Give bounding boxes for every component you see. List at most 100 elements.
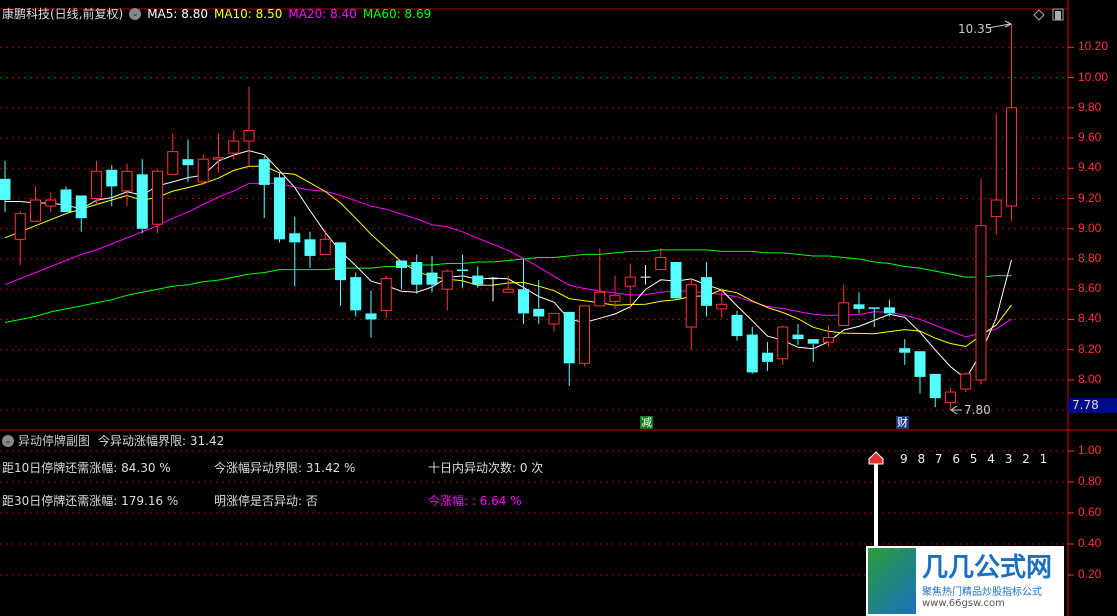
candle-body — [380, 278, 392, 311]
low-price-label: 7.80 — [964, 403, 991, 417]
logo-slogan: 聚焦热门精品炒股指标公式 — [922, 587, 1042, 598]
window-icon[interactable] — [1052, 8, 1064, 21]
candle — [929, 373, 941, 408]
candle — [182, 139, 194, 182]
row1-b: 今涨幅异动界限: 31.42 % — [214, 461, 356, 475]
candle — [426, 255, 438, 293]
candle — [274, 172, 285, 243]
candle-body — [228, 140, 240, 154]
candle-body — [716, 303, 728, 310]
candle — [30, 186, 41, 222]
low-annotation-arrow — [950, 405, 962, 415]
candle-body — [975, 225, 987, 381]
candle — [14, 210, 26, 266]
candle — [136, 159, 148, 234]
candle — [960, 372, 972, 393]
diamond-icon[interactable] — [1033, 9, 1045, 21]
candle — [975, 178, 987, 385]
candle — [258, 156, 270, 219]
candle — [91, 160, 102, 205]
candle — [899, 339, 911, 365]
candle-body — [319, 238, 331, 255]
candle — [167, 133, 179, 175]
candle — [45, 192, 57, 213]
y-tick-label: 9.20 — [1078, 190, 1102, 205]
high-price-label: 10.35 — [958, 22, 993, 36]
candle-body — [838, 302, 850, 327]
candle — [243, 86, 255, 166]
candle-body — [60, 189, 72, 213]
marker-cai[interactable]: 财 — [896, 416, 909, 429]
chevron-down-icon[interactable]: ⌄ — [129, 7, 142, 20]
row1-c: 十日内异动次数: 0 次 — [428, 461, 544, 475]
candle-body — [731, 314, 743, 337]
candle-body — [258, 159, 270, 185]
candle — [411, 254, 423, 294]
candle — [563, 311, 575, 386]
candle-body — [152, 170, 163, 225]
y-tick-label: 9.60 — [1078, 130, 1102, 145]
candle-body — [335, 242, 346, 281]
candle-body — [792, 334, 804, 340]
candle-body — [91, 170, 102, 199]
candle — [457, 254, 468, 288]
candle — [655, 248, 667, 271]
candle — [762, 342, 773, 371]
candle-body — [945, 391, 956, 404]
ma5-value: MA5: 8.80 — [147, 6, 208, 21]
candle — [990, 113, 1002, 235]
candle-body — [75, 195, 87, 219]
candle — [213, 133, 224, 173]
candle — [716, 287, 728, 318]
candle — [609, 275, 621, 309]
ma20-value: MA20: 8.40 — [288, 6, 357, 21]
logo-mark-icon — [868, 548, 916, 614]
chevron-down-icon[interactable]: ⌄ — [2, 434, 14, 447]
candle-body — [136, 174, 148, 229]
candle-body — [594, 291, 606, 307]
logo-name: 几几公式网 — [922, 553, 1053, 583]
candle-body — [289, 233, 301, 243]
sub-y-tick-label: 0.80 — [1078, 474, 1102, 488]
logo: 几几公式网 聚焦热门精品炒股指标公式 www.66gsw.com — [866, 546, 1064, 616]
candle-body — [563, 311, 575, 364]
candle-body — [14, 213, 26, 240]
subchart-title: 异动停牌副图 — [18, 434, 91, 448]
ma60-value: MA60: 8.69 — [362, 6, 432, 21]
candle — [60, 186, 72, 213]
candle-body — [182, 159, 194, 166]
candle-body — [746, 334, 758, 373]
candle — [533, 280, 545, 324]
candle-body — [350, 277, 362, 311]
ma10-value: MA10: 8.50 — [213, 6, 283, 21]
candle-body — [990, 199, 1002, 218]
sub-y-tick-label: 0.20 — [1078, 567, 1102, 581]
candle-body — [502, 288, 514, 293]
y-tick-label: 10.20 — [1078, 39, 1109, 54]
marker-jian[interactable]: 减 — [640, 416, 653, 429]
candle — [1006, 24, 1017, 222]
candle — [640, 265, 651, 285]
candle-body — [624, 276, 636, 287]
candle — [396, 260, 407, 290]
candle — [488, 277, 498, 302]
candle-body — [655, 256, 667, 271]
candle — [106, 165, 118, 207]
candle — [380, 275, 392, 318]
candle — [853, 292, 865, 314]
candle — [121, 163, 133, 207]
row1-a: 距10日停牌还需涨幅: 84.30 % — [2, 461, 171, 475]
sub-y-tick-label: 1.00 — [1078, 443, 1102, 457]
candle-body — [472, 275, 484, 285]
high-annotation-arrow — [987, 20, 1013, 29]
candle — [502, 275, 514, 293]
candle — [624, 263, 636, 309]
candle-body — [0, 178, 11, 201]
candle — [579, 305, 590, 367]
candle — [792, 323, 804, 346]
candle-body — [960, 373, 972, 390]
candle-body — [579, 305, 590, 364]
candle-body — [411, 262, 423, 285]
sub-y-tick-label: 0.60 — [1078, 505, 1102, 519]
